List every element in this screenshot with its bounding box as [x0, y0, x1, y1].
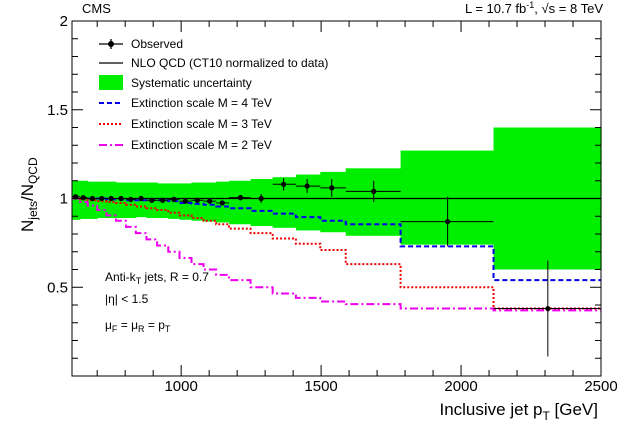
- observed-marker: [194, 197, 200, 203]
- systematic-band-bin: [320, 171, 347, 233]
- y-tick-label: 1: [60, 191, 68, 208]
- y-axis-title: Njets/NQCD: [18, 157, 40, 232]
- observed-marker: [108, 195, 114, 202]
- svg-text:NLO QCD (CT10 normalized to da: NLO QCD (CT10 normalized to data): [131, 56, 328, 70]
- observed-marker: [207, 198, 213, 204]
- observed-point: [157, 197, 169, 203]
- observed-point: [203, 198, 217, 204]
- observed-marker: [89, 195, 96, 202]
- svg-text:Extinction scale M = 2 TeV: Extinction scale M = 2 TeV: [131, 138, 272, 152]
- observed-point: [87, 195, 98, 202]
- svg-text:Extinction scale M = 3 TeV: Extinction scale M = 3 TeV: [131, 117, 272, 131]
- observed-marker: [182, 198, 188, 204]
- x-tick-label: 1500: [304, 378, 337, 395]
- observed-point: [191, 197, 204, 203]
- experiment-label: CMS: [82, 1, 111, 16]
- observed-point: [216, 200, 230, 206]
- x-tick-label: 2000: [444, 378, 477, 395]
- observed-point: [135, 195, 147, 202]
- systematic-band-bin: [250, 178, 274, 227]
- x-tick-label: 1000: [164, 378, 197, 395]
- svg-text:Extinction scale M = 4 TeV: Extinction scale M = 4 TeV: [131, 96, 272, 110]
- observed-point: [400, 196, 494, 247]
- observed-point: [229, 194, 251, 201]
- observed-marker: [80, 195, 86, 201]
- observed-marker: [138, 195, 144, 202]
- observed-point: [320, 178, 346, 197]
- x-tick-label: 2500: [584, 378, 617, 395]
- annotation-algorithm: Anti-kT jets, R = 0.7: [105, 270, 209, 286]
- observed-point: [493, 260, 601, 357]
- observed-marker: [99, 195, 105, 202]
- observed-point: [106, 195, 116, 202]
- m3-step-line: [72, 197, 601, 310]
- observed-point: [168, 196, 180, 202]
- observed-marker: [281, 181, 287, 187]
- observed-marker: [445, 218, 451, 225]
- observed-marker: [160, 197, 166, 203]
- observed-point: [126, 196, 136, 202]
- svg-text:Observed: Observed: [131, 37, 183, 51]
- systematic-band-bin: [229, 180, 252, 225]
- legend-m2: Extinction scale M = 2 TeV: [99, 138, 272, 152]
- axis-ticks: 1000 1500 2000 2500 0.5 1 1.5 2: [47, 13, 618, 395]
- observed-point: [250, 194, 273, 203]
- observed-marker: [545, 305, 551, 312]
- y-tick-label: 0.5: [47, 279, 68, 296]
- observed-marker: [149, 197, 155, 203]
- y-tick-label: 1.5: [47, 102, 68, 119]
- m2-step-line: [72, 197, 601, 312]
- legend-nlo: NLO QCD (CT10 normalized to data): [99, 56, 328, 70]
- svg-text:Systematic uncertainty: Systematic uncertainty: [131, 76, 252, 90]
- observed-point: [97, 195, 107, 202]
- observed-marker: [118, 195, 124, 202]
- legend-m3: Extinction scale M = 3 TeV: [99, 117, 272, 131]
- observed-marker: [329, 185, 335, 191]
- observed-marker: [171, 196, 177, 202]
- systematic-band-bin: [272, 177, 297, 228]
- legend: Observed NLO QCD (CT10 normalized to dat…: [99, 37, 328, 152]
- observed-points: [72, 178, 601, 357]
- observed-marker: [219, 200, 225, 206]
- observed-marker: [304, 183, 310, 189]
- observed-point: [115, 195, 127, 202]
- observed-point: [345, 180, 401, 203]
- legend-systematic: Systematic uncertainty: [99, 75, 252, 90]
- legend-observed: Observed: [99, 37, 183, 51]
- annotation-scale: μF = μR = pT: [105, 318, 171, 334]
- observed-marker: [128, 196, 134, 202]
- systematic-band-bin: [295, 174, 321, 231]
- lumi-label: L = 10.7 fb-1, √s = 8 TeV: [465, 0, 603, 16]
- annotation-eta: |η| < 1.5: [105, 292, 149, 306]
- legend-m4: Extinction scale M = 4 TeV: [99, 96, 272, 110]
- observed-point: [146, 197, 158, 203]
- observed-marker: [237, 195, 244, 201]
- observed-marker: [371, 188, 377, 194]
- observed-point: [272, 178, 296, 191]
- y-tick-label: 2: [60, 13, 68, 30]
- systematic-band-bin: [72, 180, 81, 220]
- observed-point: [179, 198, 192, 204]
- observed-marker: [258, 195, 264, 202]
- observed-point: [295, 178, 321, 194]
- x-axis-title: Inclusive jet pT [GeV]: [439, 400, 598, 423]
